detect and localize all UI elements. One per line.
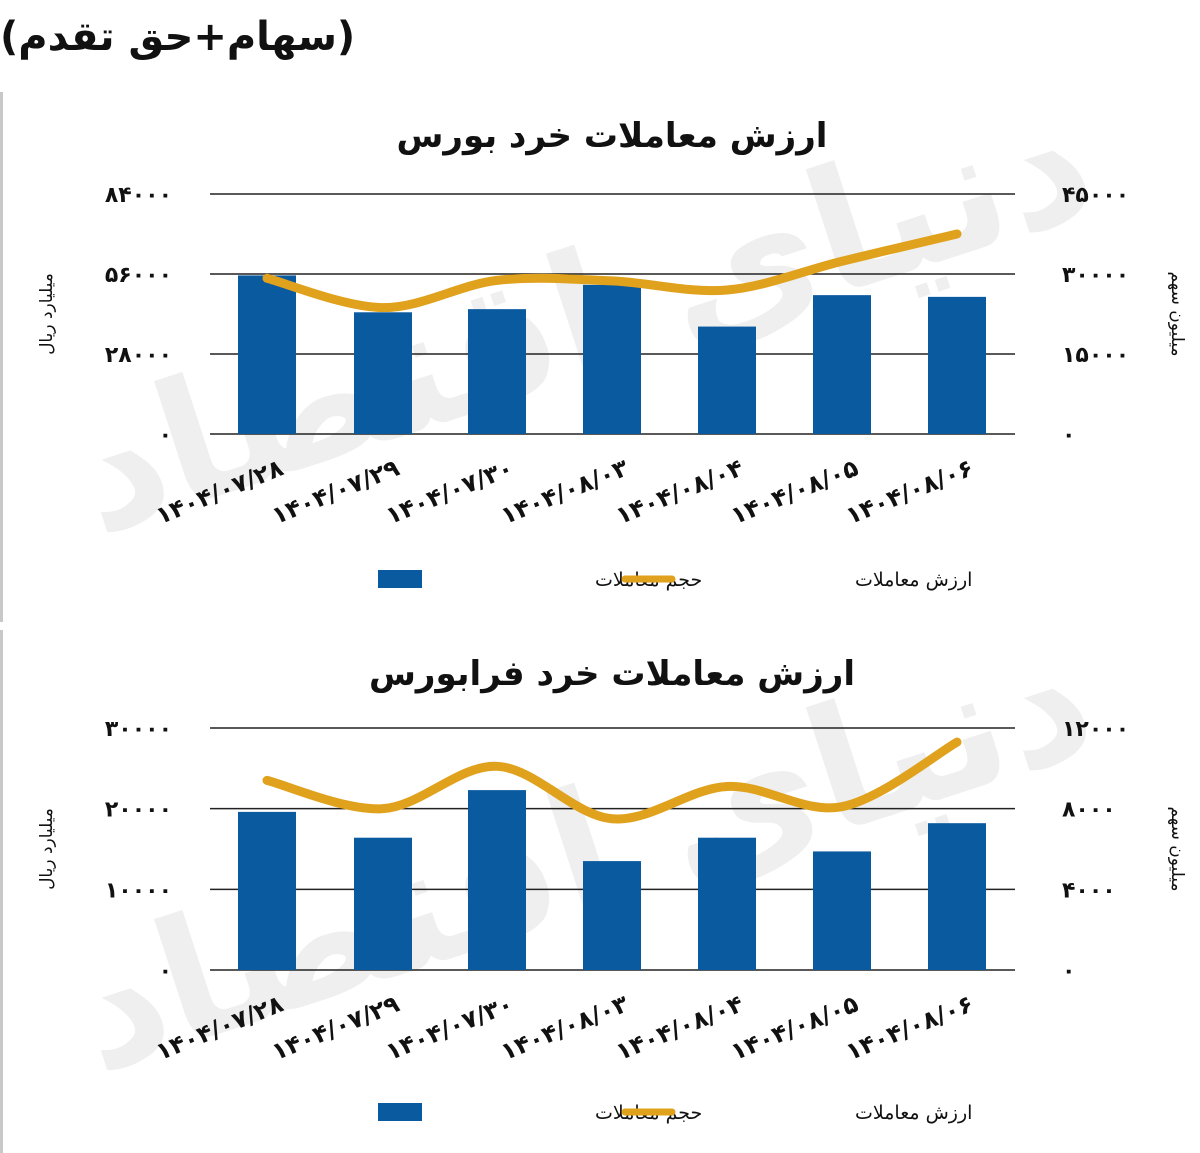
x-tick-label: ۱۴۰۴/۰۸/۰۵	[727, 454, 862, 530]
left-axis-label: میلیارد ریال	[37, 273, 57, 355]
right-axis-label: میلیون سهم	[1167, 806, 1187, 891]
bar	[928, 823, 986, 970]
bar	[583, 861, 641, 970]
legend-bar-swatch	[378, 1103, 422, 1121]
left-tick-label: ۱۰۰۰۰	[105, 878, 172, 903]
left-tick-label: ۲۰۰۰۰	[105, 798, 172, 823]
x-tick-label: ۱۴۰۴/۰۸/۰۴	[612, 990, 747, 1066]
bar	[698, 326, 756, 434]
right-tick-label: ۰	[1062, 959, 1075, 984]
bar	[813, 295, 871, 434]
bar	[698, 837, 756, 970]
legend-line-label: ارزش معاملات	[855, 569, 972, 591]
left-tick-label: ۳۰۰۰۰	[105, 717, 172, 742]
legend-line-label: ارزش معاملات	[855, 1102, 972, 1124]
bar	[813, 851, 871, 970]
right-tick-label: ۴۵۰۰۰	[1062, 183, 1129, 208]
left-tick-label: ۸۴۰۰۰	[105, 183, 172, 208]
left-tick-label: ۵۶۰۰۰	[105, 263, 172, 288]
header-note: (سهام+حق تقدم)	[0, 14, 356, 60]
x-tick-label: ۱۴۰۴/۰۸/۰۳	[497, 989, 633, 1066]
chart-title: ارزش معاملات خرد فرابورس	[369, 654, 855, 694]
right-axis-label: میلیون سهم	[1167, 271, 1187, 356]
right-tick-label: ۸۰۰۰	[1062, 798, 1116, 823]
chart-panel-bourse: دنیای اقتصاد ارزش معاملات خرد بورس ۰ ۲۸۰۰۰ ۵…	[0, 92, 1200, 622]
bar	[468, 790, 526, 970]
bar	[354, 312, 412, 434]
left-tick-label: ۰	[159, 423, 172, 448]
bar	[928, 296, 986, 434]
x-tick-label: ۱۴۰۴/۰۸/۰۶	[842, 454, 977, 530]
left-tick-label: ۲۸۰۰۰	[105, 343, 172, 368]
x-tick-label: ۱۴۰۴/۰۸/۰۶	[842, 990, 977, 1066]
chart-title: ارزش معاملات خرد بورس	[397, 116, 828, 156]
legend-bar-swatch	[378, 570, 422, 588]
right-tick-label: ۱۵۰۰۰	[1062, 343, 1129, 368]
left-axis-label: میلیارد ریال	[37, 808, 57, 890]
right-tick-label: ۴۰۰۰	[1062, 878, 1116, 903]
bar	[238, 811, 296, 970]
panel-border	[0, 92, 3, 622]
right-tick-label: ۳۰۰۰۰	[1062, 263, 1129, 288]
x-tick-label: ۱۴۰۴/۰۸/۰۵	[727, 990, 862, 1066]
left-tick-label: ۰	[159, 959, 172, 984]
value-line	[262, 229, 962, 313]
bar	[238, 275, 296, 434]
x-tick-label: ۱۴۰۴/۰۸/۰۴	[612, 454, 747, 530]
bar	[583, 284, 641, 434]
value-line	[262, 737, 962, 824]
chart-panel-farabourse: دنیای اقتصاد ارزش معاملات خرد فرابورس ۰ ۱۰۰…	[0, 630, 1200, 1153]
panel-border	[0, 630, 3, 1153]
bar	[354, 837, 412, 970]
right-tick-label: ۰	[1062, 423, 1075, 448]
bar	[468, 309, 526, 434]
right-tick-label: ۱۲۰۰۰	[1062, 717, 1129, 742]
x-tick-label: ۱۴۰۴/۰۸/۰۳	[497, 453, 633, 530]
